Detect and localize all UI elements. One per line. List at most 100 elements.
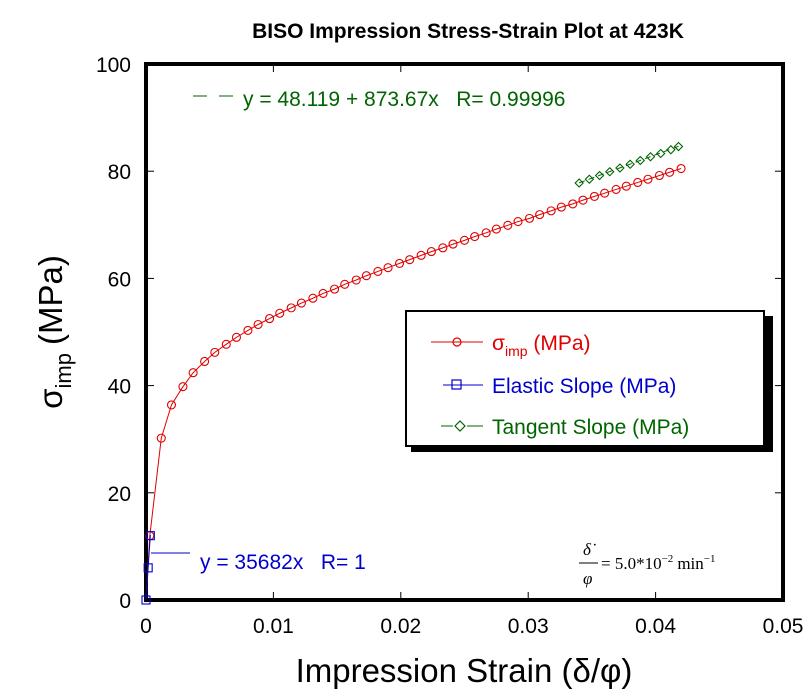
y-axis-symbol: σ xyxy=(32,388,69,408)
elastic-point xyxy=(143,563,153,573)
legend-label-stress: σimp (MPa) xyxy=(492,332,591,359)
tangent-point xyxy=(645,151,656,162)
y-tick-label: 60 xyxy=(108,268,131,291)
stress-point xyxy=(231,332,242,342)
stress-point xyxy=(275,308,285,318)
stress-point xyxy=(535,210,545,220)
stress-point xyxy=(178,382,188,392)
strain-rate-denominator: φ xyxy=(583,569,592,588)
stress-point xyxy=(253,319,263,330)
legend-box xyxy=(405,310,765,447)
elastic-fit-equation: y = 35682x R= 1 xyxy=(200,551,366,574)
stress-point xyxy=(621,181,631,191)
tangent-point xyxy=(655,148,666,159)
stress-point xyxy=(330,284,340,294)
stress-point xyxy=(426,247,436,257)
plot-frame xyxy=(144,62,785,602)
stress-point xyxy=(568,199,578,209)
tangent-point xyxy=(574,178,584,188)
elastic-point xyxy=(141,595,151,605)
stress-point xyxy=(546,206,556,216)
stress-point xyxy=(265,314,275,324)
stress-point xyxy=(481,228,491,238)
stress-point xyxy=(665,167,675,177)
tangent-point xyxy=(604,166,615,177)
elastic-fit-line xyxy=(145,534,151,601)
x-tick-label: 0.01 xyxy=(253,615,294,638)
x-tick-label: 0.02 xyxy=(380,615,421,638)
tangent-point xyxy=(615,163,625,173)
stress-point xyxy=(243,325,253,335)
strain-rate-unit: min xyxy=(677,554,704,573)
stress-point xyxy=(210,347,220,357)
y-tick-labels: 0 20 40 60 80 100 xyxy=(96,54,131,613)
stress-point xyxy=(200,356,210,367)
stress-point xyxy=(524,213,535,223)
legend-label-elastic: Elastic Slope (MPa) xyxy=(492,375,676,398)
tangent-point xyxy=(584,174,595,185)
stress-point xyxy=(600,188,610,198)
stress-point xyxy=(373,266,383,276)
stress-point xyxy=(643,174,653,184)
stress-point xyxy=(296,298,306,308)
strain-rate-value: = 5.0*10−2 min−1 xyxy=(601,553,715,573)
tangent-point xyxy=(594,170,605,181)
x-tick-labels: 0 0.01 0.02 0.03 0.04 0.05 xyxy=(140,615,803,638)
legend-stress-subscript: imp xyxy=(505,343,528,359)
stress-point xyxy=(589,191,599,201)
legend-marker-elastic xyxy=(451,379,462,390)
strain-rate-rhs: = 5.0*10 xyxy=(601,554,662,573)
strain-rate-numerator: δ̇ xyxy=(583,540,596,559)
stress-point xyxy=(394,258,405,268)
stress-point xyxy=(676,163,686,174)
x-tick-label: 0.04 xyxy=(635,615,676,638)
y-tick-label: 100 xyxy=(96,54,131,77)
x-tick-label: 0.05 xyxy=(763,615,804,638)
stress-point xyxy=(188,368,198,378)
stress-point xyxy=(405,255,415,265)
stress-point xyxy=(286,303,296,313)
x-tick-label: 0 xyxy=(140,615,152,638)
stress-point xyxy=(633,177,643,188)
y-tick-label: 40 xyxy=(108,376,131,399)
legend-marker-tangent xyxy=(454,420,466,432)
tangent-point xyxy=(673,141,684,152)
y-tick-label: 0 xyxy=(119,590,131,613)
chart-title: BISO Impression Stress-Strain Plot at 42… xyxy=(252,20,684,43)
y-axis-unit: (MPa) xyxy=(32,255,69,345)
strain-rate-unit-exponent: −1 xyxy=(704,553,716,565)
stress-point xyxy=(491,224,501,234)
series-layer xyxy=(141,141,686,605)
stress-point xyxy=(221,339,231,349)
legend: σimp (MPa) Elastic Slope (MPa) Tangent S… xyxy=(405,310,773,452)
stress-point xyxy=(340,279,350,289)
stress-point xyxy=(416,250,426,260)
stress-point xyxy=(503,220,513,230)
tangent-fit-equation: y = 48.119 + 873.67x R= 0.99996 xyxy=(243,88,565,111)
x-tick-label: 0.03 xyxy=(508,615,549,638)
stress-point xyxy=(470,232,480,242)
stress-point xyxy=(513,217,523,227)
stress-point xyxy=(383,263,393,273)
y-axis-subscript: imp xyxy=(51,353,76,388)
tangent-point xyxy=(635,155,646,166)
legend-label-tangent: Tangent Slope (MPa) xyxy=(492,416,689,439)
strain-rate-exponent: −2 xyxy=(662,553,674,565)
y-axis-label: σimp (MPa) xyxy=(32,255,76,409)
stress-point xyxy=(156,433,166,443)
stress-point xyxy=(361,271,371,281)
stress-point xyxy=(318,288,328,298)
legend-stress-unit: (MPa) xyxy=(528,332,591,355)
legend-marker-stress xyxy=(452,337,462,347)
stress-point xyxy=(308,293,318,303)
stress-point xyxy=(438,243,448,253)
stress-point xyxy=(448,239,458,249)
y-tick-label: 80 xyxy=(108,161,131,184)
y-tick-label: 20 xyxy=(108,483,131,506)
stress-point xyxy=(459,235,470,245)
stress-point xyxy=(556,202,566,212)
stress-point xyxy=(166,400,177,410)
tangent-point xyxy=(666,144,676,155)
stress-point xyxy=(611,184,621,194)
